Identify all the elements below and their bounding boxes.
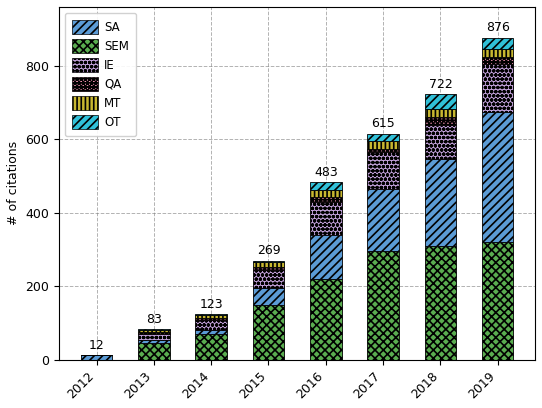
Bar (81, 355, 112, 360)
Bar (310, 182, 341, 190)
Text: 12: 12 (89, 339, 105, 352)
Bar (367, 134, 399, 141)
Bar (253, 261, 284, 262)
Bar (138, 330, 170, 332)
Bar (310, 279, 341, 360)
Y-axis label: # of citations: # of citations (7, 141, 20, 225)
Bar (310, 235, 341, 279)
Bar (138, 334, 170, 340)
Bar (482, 49, 513, 57)
Bar (367, 152, 399, 189)
Bar (482, 112, 513, 242)
Bar (424, 246, 456, 360)
Bar (196, 315, 227, 318)
Text: 123: 123 (199, 298, 223, 311)
Bar (424, 160, 456, 246)
Text: 876: 876 (486, 21, 509, 34)
Bar (253, 288, 284, 305)
Bar (253, 305, 284, 360)
Text: 269: 269 (257, 244, 280, 257)
Text: 615: 615 (371, 117, 395, 130)
Bar (424, 117, 456, 124)
Bar (482, 242, 513, 360)
Bar (196, 334, 227, 360)
Bar (138, 329, 170, 330)
Bar (424, 109, 456, 117)
Bar (196, 330, 227, 334)
Bar (138, 343, 170, 360)
Bar (253, 270, 284, 288)
Bar (196, 318, 227, 320)
Bar (253, 267, 284, 270)
Bar (310, 190, 341, 197)
Text: 722: 722 (429, 78, 452, 91)
Bar (482, 64, 513, 112)
Bar (138, 332, 170, 334)
Bar (310, 197, 341, 202)
Bar (367, 251, 399, 360)
Bar (424, 94, 456, 109)
Bar (253, 262, 284, 267)
Bar (310, 202, 341, 235)
Text: 483: 483 (314, 166, 338, 179)
Bar (367, 141, 399, 149)
Bar (482, 57, 513, 64)
Bar (367, 189, 399, 251)
Bar (138, 340, 170, 343)
Legend: SA, SEM, IE, QA, MT, OT: SA, SEM, IE, QA, MT, OT (65, 13, 136, 136)
Bar (367, 149, 399, 152)
Bar (482, 38, 513, 49)
Bar (424, 124, 456, 160)
Text: 83: 83 (146, 313, 162, 326)
Bar (196, 320, 227, 330)
